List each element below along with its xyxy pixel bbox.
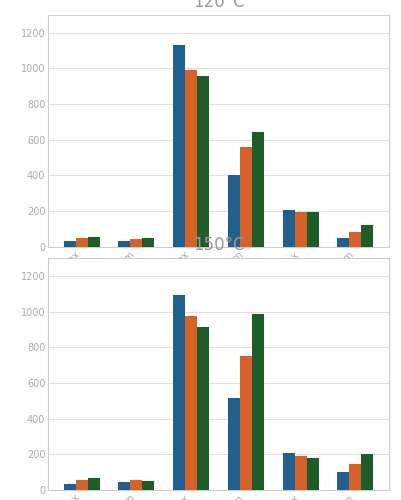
Bar	[130, 238, 142, 246]
Title: 150°C: 150°C	[193, 236, 244, 254]
Bar	[307, 212, 319, 246]
Bar	[76, 238, 88, 246]
Title: 120°C: 120°C	[193, 0, 244, 10]
Bar	[64, 484, 76, 490]
Bar	[88, 237, 100, 246]
Bar	[295, 456, 307, 490]
Bar	[349, 232, 361, 246]
Bar	[240, 147, 252, 246]
Bar	[76, 480, 88, 490]
Bar	[252, 132, 264, 246]
Bar	[228, 398, 240, 490]
Bar	[228, 176, 240, 246]
Bar	[142, 482, 154, 490]
Bar	[185, 70, 197, 246]
Legend: 0.005, 0.008, 0.01: 0.005, 0.008, 0.01	[139, 366, 298, 376]
Bar	[118, 482, 130, 490]
Bar	[88, 478, 100, 490]
Bar	[283, 454, 295, 490]
Bar	[349, 464, 361, 490]
Bar	[361, 226, 373, 246]
Bar	[173, 46, 185, 246]
Bar	[337, 472, 349, 490]
Bar	[64, 242, 76, 246]
Bar	[240, 356, 252, 490]
Bar	[295, 212, 307, 246]
Bar	[130, 480, 142, 490]
Bar	[173, 295, 185, 490]
Bar	[185, 316, 197, 490]
Bar	[283, 210, 295, 246]
Bar	[337, 238, 349, 246]
Bar	[252, 314, 264, 490]
Bar	[361, 454, 373, 490]
Bar	[118, 242, 130, 246]
Bar	[197, 76, 209, 246]
Bar	[142, 238, 154, 246]
Bar	[307, 458, 319, 490]
Bar	[197, 327, 209, 490]
